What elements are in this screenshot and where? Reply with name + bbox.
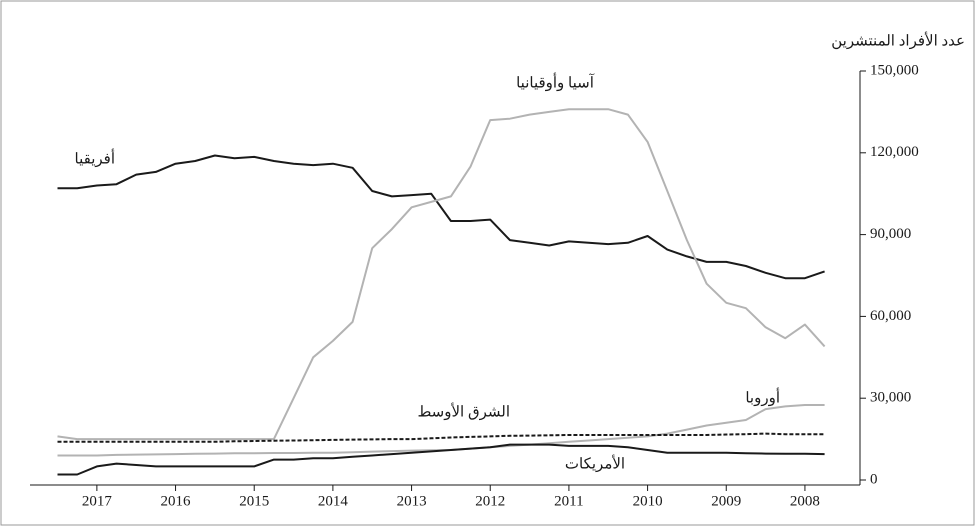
- y-tick-label: 60,000: [870, 308, 911, 324]
- y-tick-label: 0: [870, 471, 878, 487]
- x-tick-label: 2009: [711, 493, 741, 509]
- series-label: الأمريكات: [565, 454, 625, 472]
- series-label: أفريقيا: [75, 148, 115, 167]
- series-label: آسيا وأوقيانيا: [516, 72, 595, 91]
- series-label: أوروبا: [745, 387, 780, 406]
- series-line: [57, 432, 825, 443]
- y-axis-label: عدد الأفراد المنتشرين: [831, 31, 965, 49]
- y-tick-label: 150,000: [870, 62, 919, 78]
- y-tick-label: 120,000: [870, 144, 919, 160]
- series-line: [57, 154, 825, 280]
- x-tick-label: 2012: [475, 493, 505, 509]
- x-tick-label: 2016: [161, 493, 192, 509]
- series-label: الشرق الأوسط: [417, 402, 510, 420]
- x-tick-label: 2017: [82, 493, 113, 509]
- x-tick-label: 2015: [239, 493, 269, 509]
- series-line: [57, 443, 825, 476]
- y-tick-label: 30,000: [870, 390, 911, 406]
- x-tick-label: 2014: [318, 493, 349, 509]
- series-line: [57, 108, 826, 441]
- x-tick-label: 2008: [790, 493, 820, 509]
- x-tick-label: 2011: [554, 493, 583, 509]
- y-tick-label: 90,000: [870, 226, 911, 242]
- x-tick-label: 2010: [633, 493, 663, 509]
- x-tick-label: 2013: [397, 493, 427, 509]
